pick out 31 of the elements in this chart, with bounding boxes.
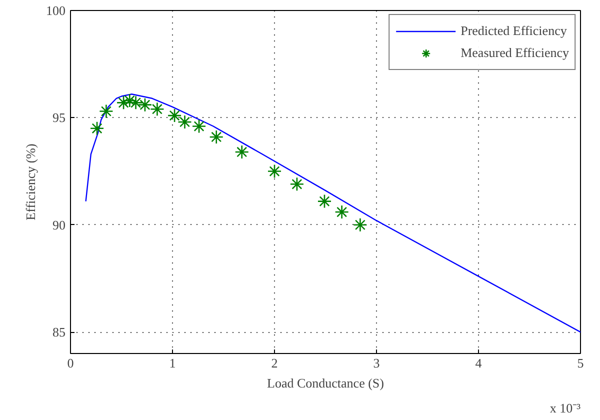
x-tick-label: 3	[373, 356, 380, 370]
point	[209, 130, 224, 144]
y-tick-label: 100	[46, 3, 66, 18]
point	[150, 102, 164, 116]
point	[128, 96, 143, 110]
x-tick-label: 2	[271, 356, 278, 370]
point	[167, 108, 182, 123]
y-axis-title: Efficiency (%)	[23, 144, 38, 220]
line-series	[85, 94, 580, 333]
point	[317, 194, 332, 208]
point	[90, 121, 104, 136]
point	[267, 164, 282, 178]
text: x 10⁻³	[550, 400, 581, 416]
point	[99, 104, 114, 118]
x-tick-label: 4	[475, 356, 482, 370]
x-tick-label: 5	[577, 356, 584, 370]
x-tick-label: 1	[169, 356, 176, 370]
legend-label: Predicted Efficiency	[460, 23, 567, 39]
point	[192, 119, 206, 134]
y-tick-label: 95	[52, 110, 66, 126]
point	[234, 144, 250, 160]
x-tick-label: 0	[67, 356, 74, 370]
point	[138, 98, 152, 112]
y-tick-label: 90	[52, 217, 66, 232]
point	[353, 218, 368, 232]
legend-label: Measured Efficiency	[460, 45, 569, 61]
point	[334, 204, 349, 220]
y-tick-label: 85	[52, 324, 66, 340]
point	[178, 114, 192, 130]
point	[290, 176, 304, 192]
x-axis-title: Load Conductance (S)	[267, 376, 384, 390]
